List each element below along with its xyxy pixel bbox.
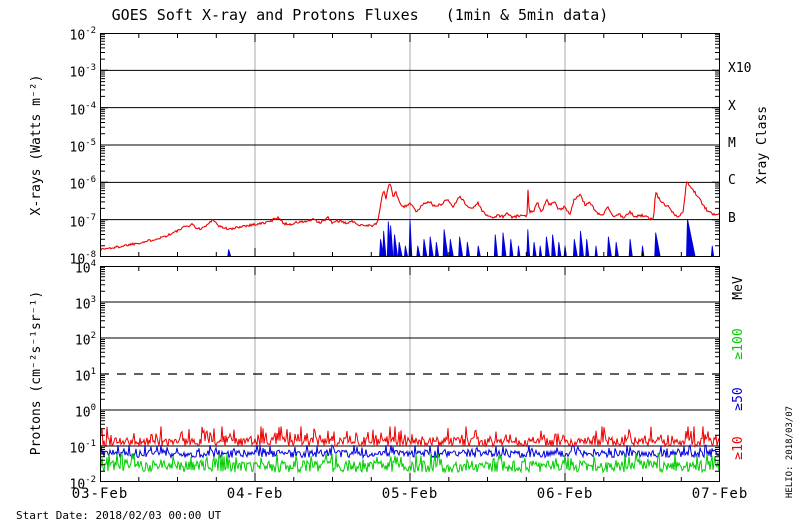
xray-short-05-4A-spike (382, 230, 387, 257)
xray-short-05-4A-spike (393, 234, 399, 257)
protons-axis-ticks (101, 267, 719, 481)
xray-short-05-4A-spike (551, 234, 557, 257)
xray-short-05-4A-spike (572, 239, 578, 257)
xray-short-05-4A-spike (458, 236, 464, 257)
protons-panel (100, 266, 720, 482)
xray-short-05-4A-spike (422, 239, 428, 257)
protons-ge100MeV-band (100, 453, 720, 475)
xray-short-05-4A-spike (397, 242, 403, 257)
xray-short-05-4A-spike (594, 245, 598, 257)
page-title: GOES Soft X-ray and Protons Fluxes (1min… (111, 6, 609, 24)
xray-short-05-4A-spike (579, 230, 585, 257)
xray-frame (100, 33, 720, 257)
xray-short-05-4A-spike (654, 232, 661, 257)
xray-short-05-4A-spike (686, 218, 696, 257)
xray-short-05-4A-spike (710, 245, 715, 257)
xray-short-05-4A-spike (526, 229, 531, 257)
xray-short-05-4A-spike (509, 239, 514, 257)
xray-short-05-4A-spike (544, 236, 550, 257)
xray-short-05-4A-spike (585, 239, 590, 257)
protons-frame (100, 266, 720, 482)
xray-short-05-4A-spike (493, 234, 499, 257)
xray-short-05-4A-spike (476, 245, 481, 257)
xray-short-05-4A-spike (403, 245, 409, 257)
xray-short-05-4A-spike (448, 239, 454, 257)
xray-short-05-4A-spike (465, 242, 471, 257)
xray-short-05-4A-spike (416, 245, 421, 257)
xray-panel (100, 33, 720, 257)
xray-short-05-4A-spike (408, 218, 413, 257)
xray-short-05-4A-spike (517, 245, 521, 257)
xray-short-05-4A-spike (606, 236, 612, 257)
xray-short-05-4A-spike (434, 242, 440, 257)
xray-axis-ticks (101, 34, 719, 256)
protons-ge10MeV-band (100, 426, 720, 449)
xray-short-05-4A-spike (428, 236, 434, 257)
xray-short-05-4A-spike (538, 245, 543, 257)
xray-short-05-4A-spike (501, 232, 507, 257)
xray-short-05-4A-spike (628, 239, 633, 257)
xray-short-05-4A-spike (389, 225, 394, 257)
xray-long-1-8A-curve (100, 181, 720, 251)
xray-short-05-4A-spike (614, 242, 619, 257)
xray-short-05-4A-spike (557, 242, 562, 257)
xray-short-05-4A-spike (227, 249, 232, 257)
xray-short-05-4A-spike (532, 242, 537, 257)
xray-short-05-4A-spike (442, 229, 449, 257)
protons-ge50MeV-band (100, 443, 720, 460)
